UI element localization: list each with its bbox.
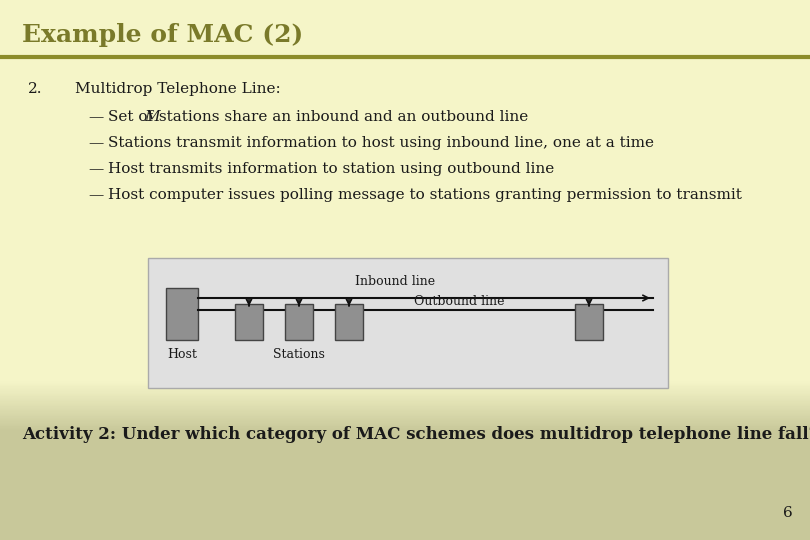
Text: stations share an inbound and an outbound line: stations share an inbound and an outboun…: [154, 110, 528, 124]
Bar: [0, 390, 810, 392]
Bar: [0, 415, 810, 540]
Bar: [0, 425, 810, 427]
Bar: [0, 393, 810, 394]
Bar: [0, 402, 810, 404]
Bar: [0, 401, 810, 403]
Bar: [0, 417, 810, 419]
Text: Outbound line: Outbound line: [414, 295, 505, 308]
Bar: [0, 411, 810, 413]
Bar: [148, 258, 668, 388]
Bar: [335, 304, 363, 340]
Text: —: —: [88, 188, 103, 202]
Bar: [0, 421, 810, 423]
Bar: [0, 408, 810, 409]
Bar: [0, 392, 810, 393]
Bar: [0, 385, 810, 387]
Bar: [0, 395, 810, 397]
Bar: [0, 422, 810, 424]
Bar: [0, 399, 810, 401]
Text: Stations transmit information to host using inbound line, one at a time: Stations transmit information to host us…: [108, 136, 654, 150]
Text: Host computer issues polling message to stations granting permission to transmit: Host computer issues polling message to …: [108, 188, 742, 202]
Bar: [0, 416, 810, 418]
Bar: [0, 397, 810, 399]
Bar: [0, 386, 810, 388]
Bar: [0, 415, 810, 417]
Bar: [0, 428, 810, 429]
Text: Activity 2: Under which category of MAC schemes does multidrop telephone line fa: Activity 2: Under which category of MAC …: [22, 426, 810, 443]
Bar: [0, 430, 810, 540]
Text: 2.: 2.: [28, 82, 42, 96]
Bar: [0, 388, 810, 389]
Bar: [0, 410, 810, 411]
Bar: [575, 304, 603, 340]
Bar: [285, 304, 313, 340]
Bar: [0, 380, 810, 382]
Text: —: —: [88, 110, 103, 124]
Bar: [0, 426, 810, 428]
Bar: [0, 404, 810, 406]
Bar: [0, 420, 810, 422]
Bar: [0, 394, 810, 395]
Bar: [166, 288, 198, 340]
Bar: [0, 424, 810, 426]
Text: 6: 6: [783, 506, 793, 520]
Bar: [0, 389, 810, 390]
Bar: [0, 418, 810, 421]
Text: —: —: [88, 136, 103, 150]
Bar: [0, 409, 810, 410]
Text: M: M: [144, 110, 160, 124]
Text: Inbound line: Inbound line: [356, 275, 436, 288]
Bar: [0, 406, 810, 408]
Text: Host transmits information to station using outbound line: Host transmits information to station us…: [108, 162, 554, 176]
Bar: [0, 413, 810, 414]
Bar: [235, 304, 263, 340]
Bar: [0, 405, 810, 407]
Text: Set of: Set of: [108, 110, 158, 124]
Bar: [0, 381, 810, 383]
Bar: [0, 400, 810, 402]
Text: —: —: [88, 162, 103, 176]
Text: Stations: Stations: [273, 348, 325, 361]
Bar: [0, 429, 810, 430]
Text: Example of MAC (2): Example of MAC (2): [22, 23, 303, 47]
Bar: [0, 414, 810, 415]
Text: Host: Host: [167, 348, 197, 361]
Bar: [0, 396, 810, 398]
Bar: [0, 384, 810, 386]
Bar: [0, 382, 810, 384]
Text: Multidrop Telephone Line:: Multidrop Telephone Line:: [75, 82, 281, 96]
